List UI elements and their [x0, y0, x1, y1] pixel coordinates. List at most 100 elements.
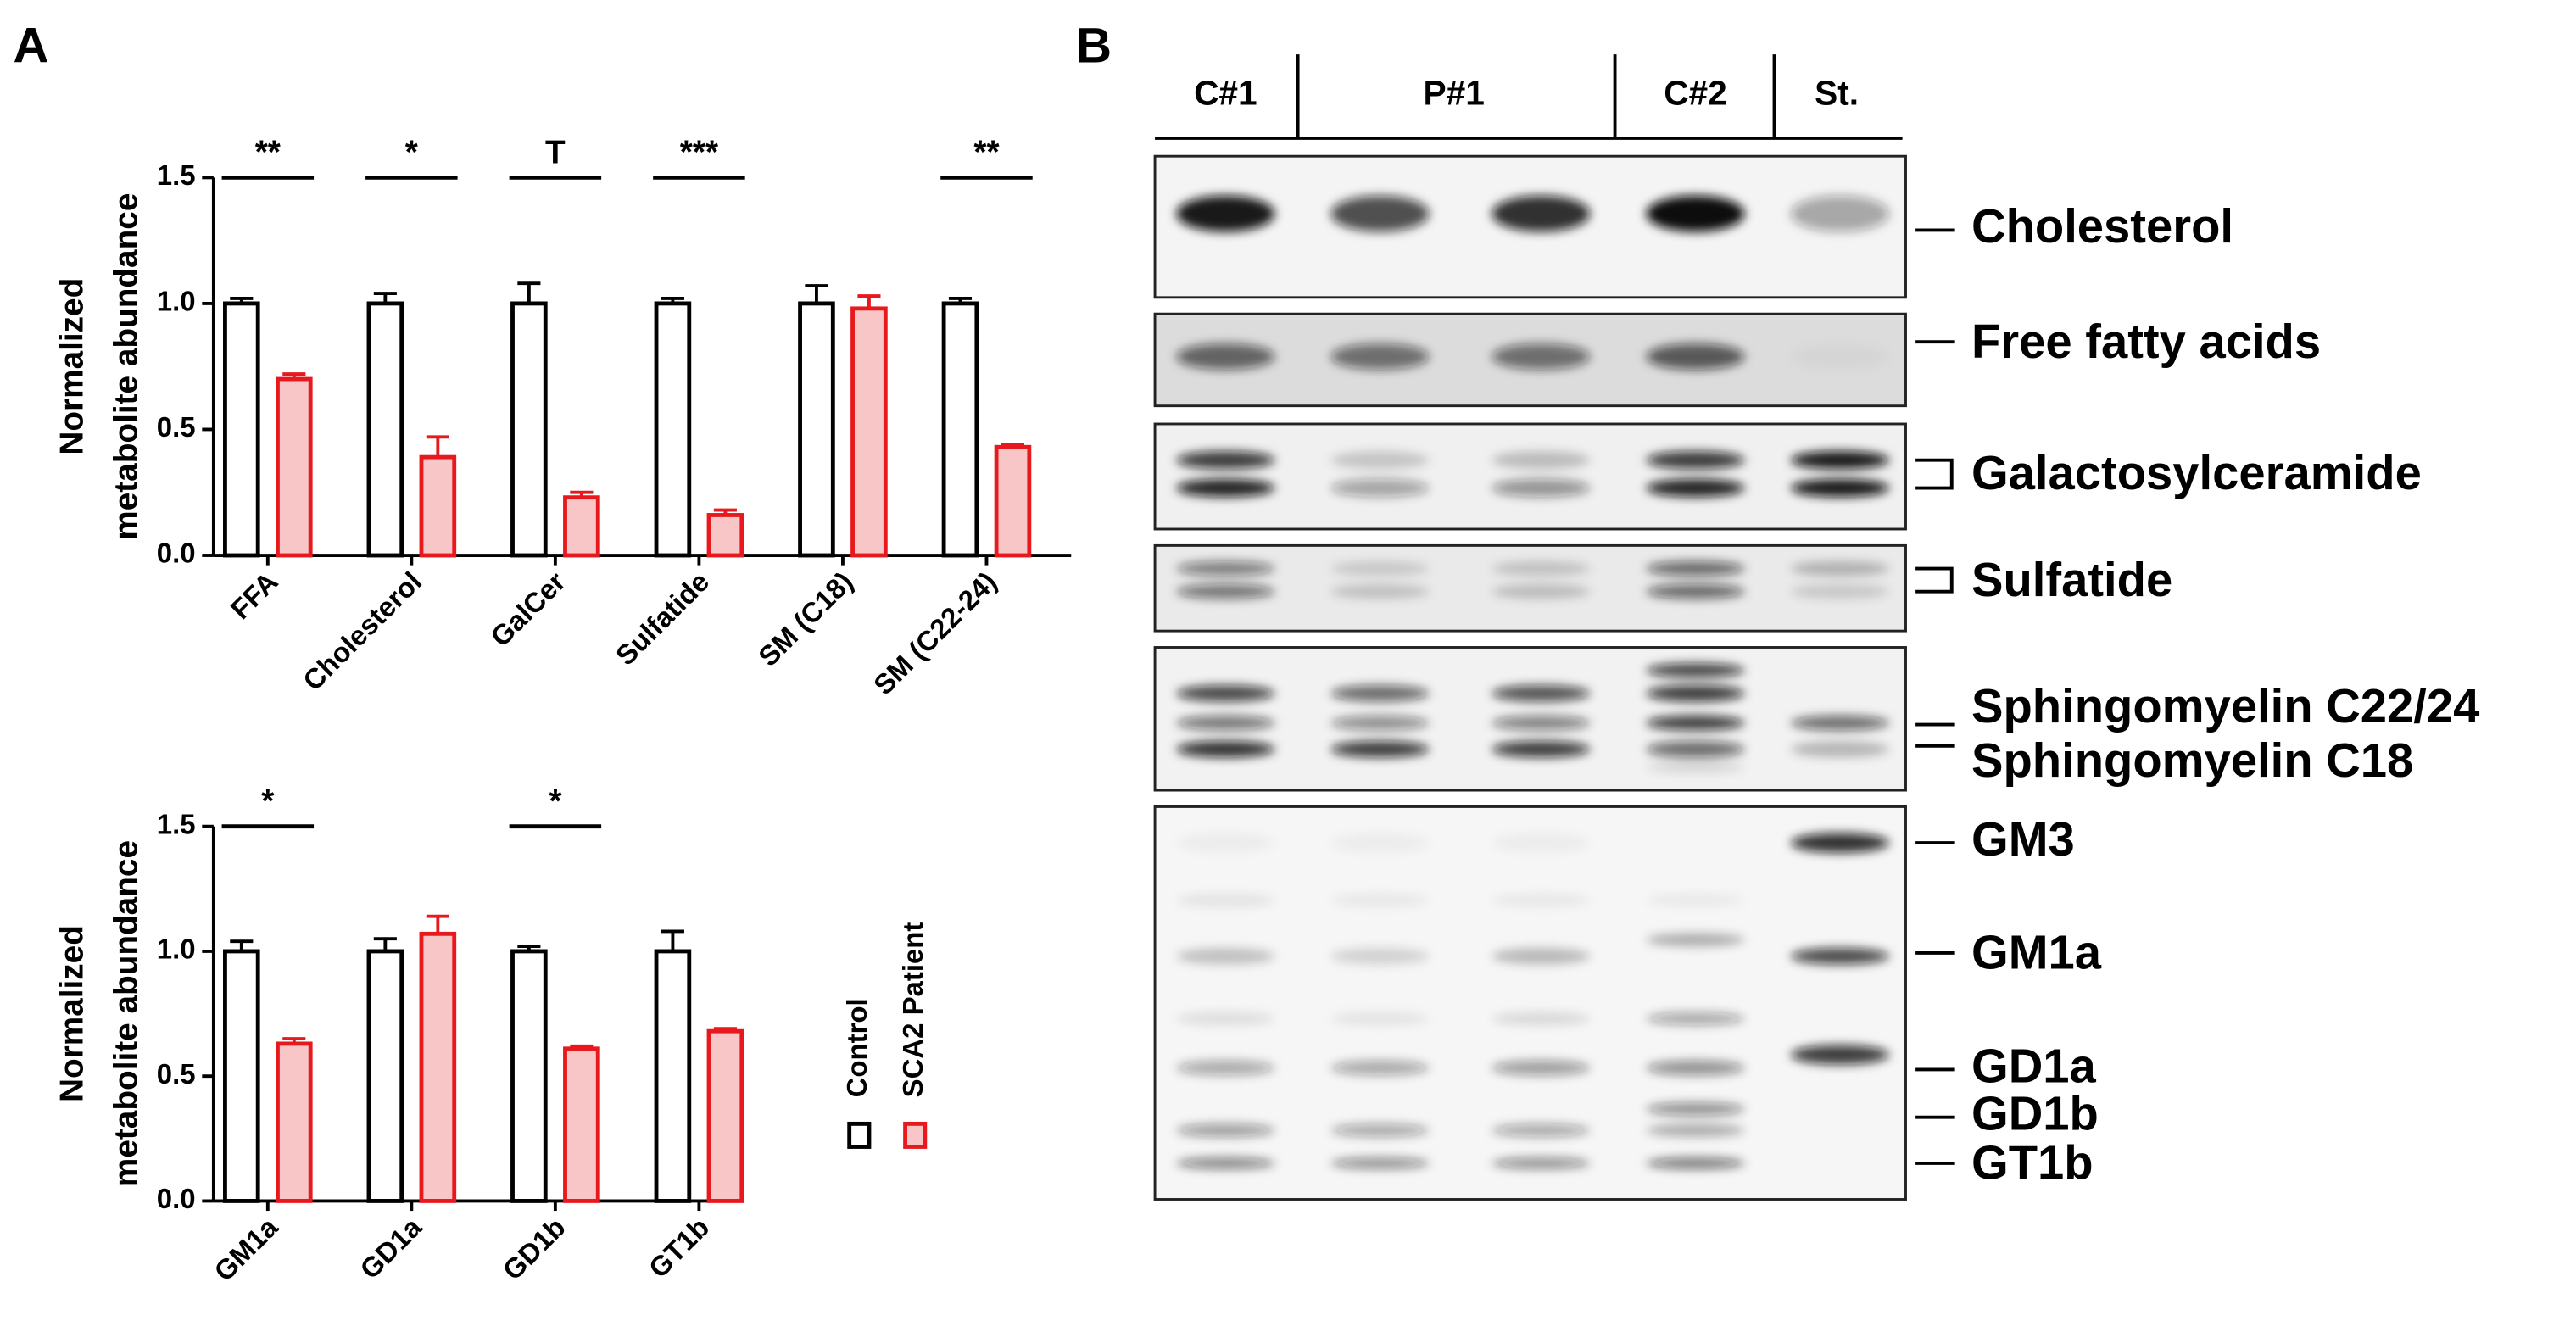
gel-band [1330, 1157, 1430, 1169]
gel-band [1790, 740, 1890, 758]
gel-band [1330, 450, 1430, 470]
gel-band [1790, 715, 1890, 731]
gel-band [1646, 1060, 1745, 1076]
gel-band [1646, 662, 1745, 678]
gel-band [1646, 933, 1745, 947]
gel-band [1330, 894, 1430, 907]
band-label: GD1a [1971, 1039, 2096, 1092]
gel-band [1330, 195, 1430, 232]
y-tick-label: 0.5 [157, 411, 196, 443]
panel-label: B [1076, 19, 1112, 74]
y-axis-label: Normalized [53, 278, 90, 455]
gel-band [1330, 583, 1430, 599]
gel-band [1492, 560, 1591, 577]
gel-band [1646, 715, 1745, 731]
gel-band [1330, 1060, 1430, 1076]
gel-band [1330, 343, 1430, 371]
gel-strip [1153, 805, 1907, 1201]
band-bracket [1915, 566, 1954, 594]
y-tick-label: 1.0 [157, 934, 196, 965]
gel-band [1646, 478, 1745, 498]
legend-label: Control [841, 998, 873, 1097]
band-label: Sphingomyelin C22/24 [1971, 679, 2479, 733]
gel-panel: C#1 P#1 C#2 St. Cholesterol Free fatty acids G… [1153, 54, 2479, 1201]
gel-band [1176, 1123, 1275, 1137]
legend-swatch [903, 1121, 928, 1149]
gel-band [1646, 761, 1745, 773]
gel-band [1646, 685, 1745, 702]
significance-label: ** [255, 134, 282, 170]
gel-band [1492, 833, 1591, 853]
bar [563, 495, 600, 558]
y-tick-label: 1.0 [157, 286, 196, 317]
y-tick-label: 1.5 [157, 159, 196, 191]
y-tick-label: 0.5 [157, 1058, 196, 1090]
gel-band [1176, 583, 1275, 599]
bar [366, 949, 404, 1203]
bar [419, 931, 457, 1203]
gel-band [1176, 450, 1275, 470]
gel-band [1790, 833, 1890, 853]
gel-band [1330, 833, 1430, 853]
gel-band [1492, 343, 1591, 371]
gel-band [1176, 1012, 1275, 1026]
gel-band [1646, 583, 1745, 599]
lane-label: St. [1815, 73, 1859, 112]
bar [223, 949, 260, 1203]
gel-band [1790, 450, 1890, 470]
gel-band [1492, 1012, 1591, 1026]
gel-band [1492, 948, 1591, 965]
gel-band [1646, 195, 1745, 232]
bar [276, 376, 313, 558]
gel-band [1646, 1123, 1745, 1137]
y-tick-label: 0.0 [157, 1183, 196, 1214]
gel-band [1646, 1157, 1745, 1169]
bar [994, 444, 1032, 558]
gel-band [1176, 833, 1275, 853]
gel-band [1790, 478, 1890, 498]
gel-band [1646, 343, 1745, 371]
band-label: GT1b [1971, 1136, 2094, 1190]
gel-band [1176, 685, 1275, 702]
gel-band [1330, 1012, 1430, 1026]
gel-band [1176, 478, 1275, 498]
bar [510, 301, 548, 558]
bar [798, 301, 835, 558]
bar [563, 1046, 600, 1203]
y-axis-label: metabolite abundance [108, 840, 144, 1187]
gel-band [1492, 685, 1591, 702]
y-tick-label: 1.5 [157, 808, 196, 839]
significance-label: T [545, 134, 566, 170]
gel-band [1492, 583, 1591, 599]
gel-band [1330, 478, 1430, 498]
gel-band [1790, 1045, 1890, 1065]
gel-band [1176, 740, 1275, 758]
gel-band [1790, 195, 1890, 232]
panel-label: A [14, 19, 49, 74]
gel-strip [1153, 422, 1907, 531]
bar [366, 301, 404, 558]
gel-band [1176, 1060, 1275, 1076]
band-bracket [1915, 458, 1954, 490]
bar [654, 301, 692, 558]
gel-band [1330, 1123, 1430, 1137]
gel-band [1330, 715, 1430, 731]
gel-band [1492, 1157, 1591, 1169]
gel-band [1176, 343, 1275, 371]
gel-band [1176, 894, 1275, 907]
gel-band [1790, 948, 1890, 965]
band-label: Galactosylceramide [1971, 446, 2422, 499]
gel-band [1176, 715, 1275, 731]
band-label: Sphingomyelin C18 [1971, 733, 2413, 787]
lane-label: C#2 [1664, 73, 1727, 112]
significance-label: *** [680, 134, 719, 170]
significance-label: * [261, 783, 275, 820]
gel-band [1492, 478, 1591, 498]
band-label: GM3 [1971, 812, 2075, 866]
gel-band [1492, 740, 1591, 758]
gel-band [1330, 560, 1430, 577]
gel-band [1330, 685, 1430, 702]
lane-label: C#1 [1194, 73, 1257, 112]
gel-band [1176, 948, 1275, 965]
